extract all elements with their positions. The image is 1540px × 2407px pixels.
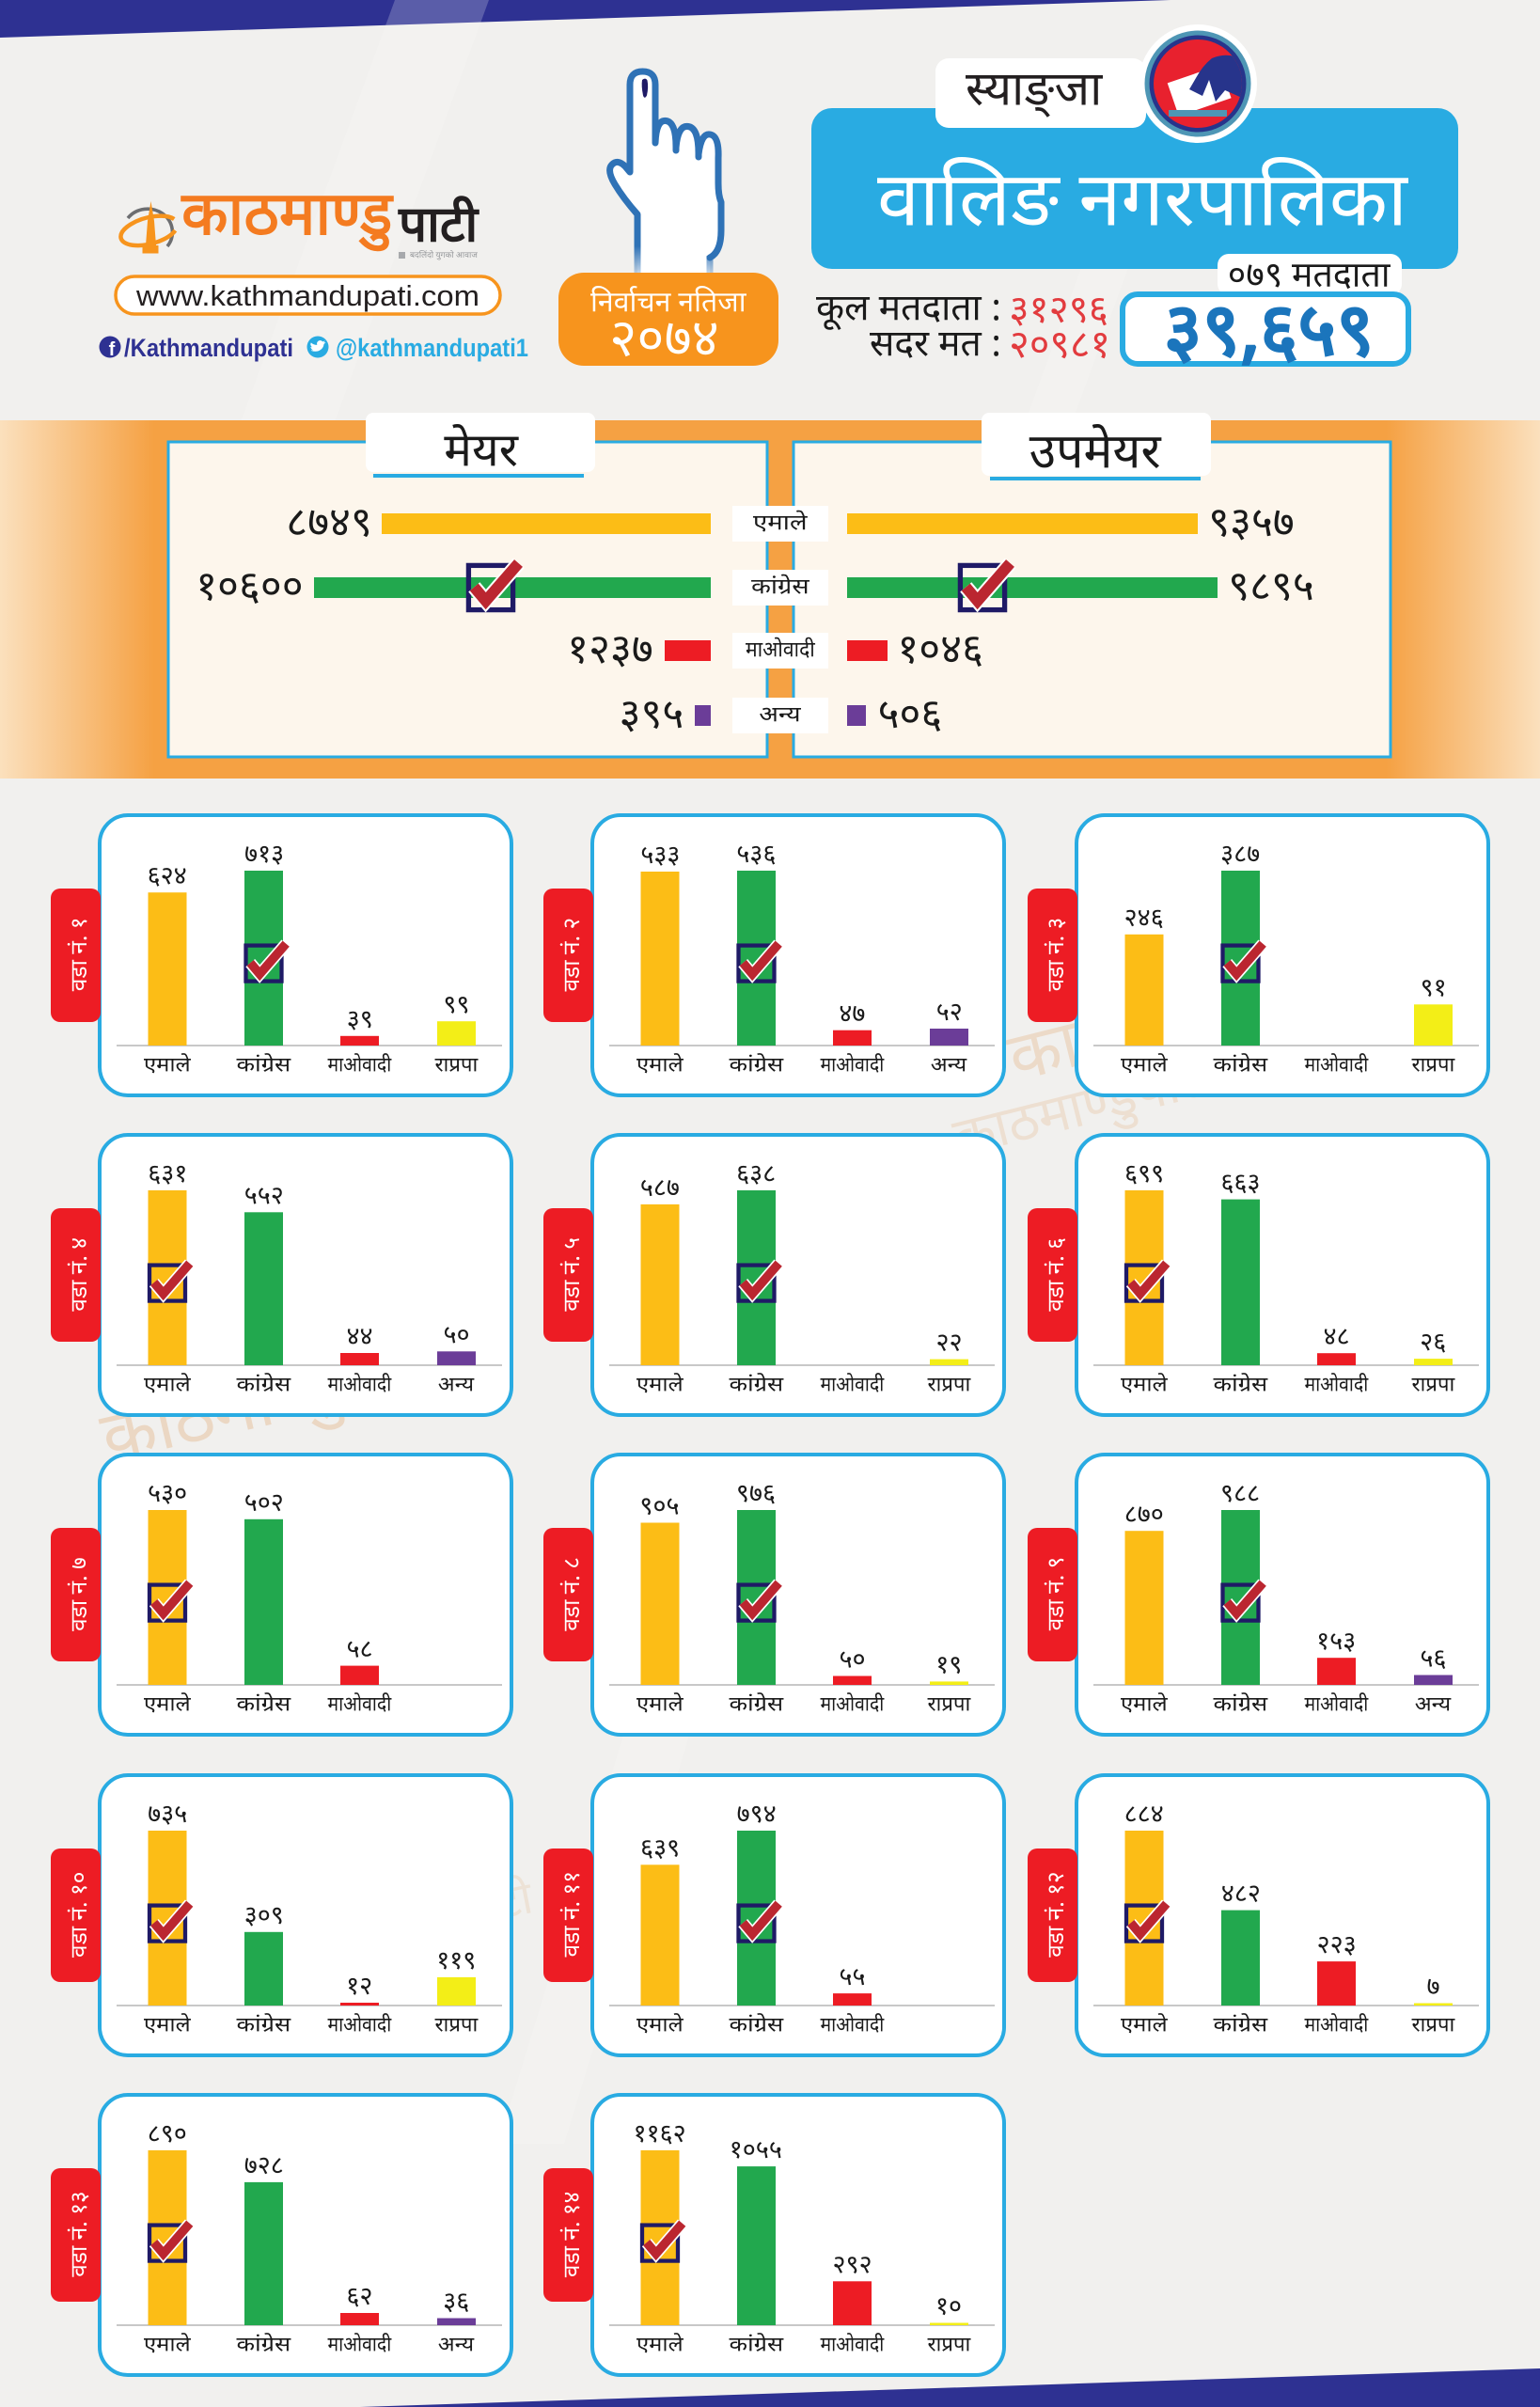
svg-text:www.kathmandupati.com: www.kathmandupati.com bbox=[135, 279, 479, 312]
svg-text:/Kathmandupati: /Kathmandupati bbox=[124, 334, 293, 362]
svg-text:@kathmandupati1: @kathmandupati1 bbox=[336, 334, 528, 362]
svg-text:f: f bbox=[109, 339, 116, 360]
